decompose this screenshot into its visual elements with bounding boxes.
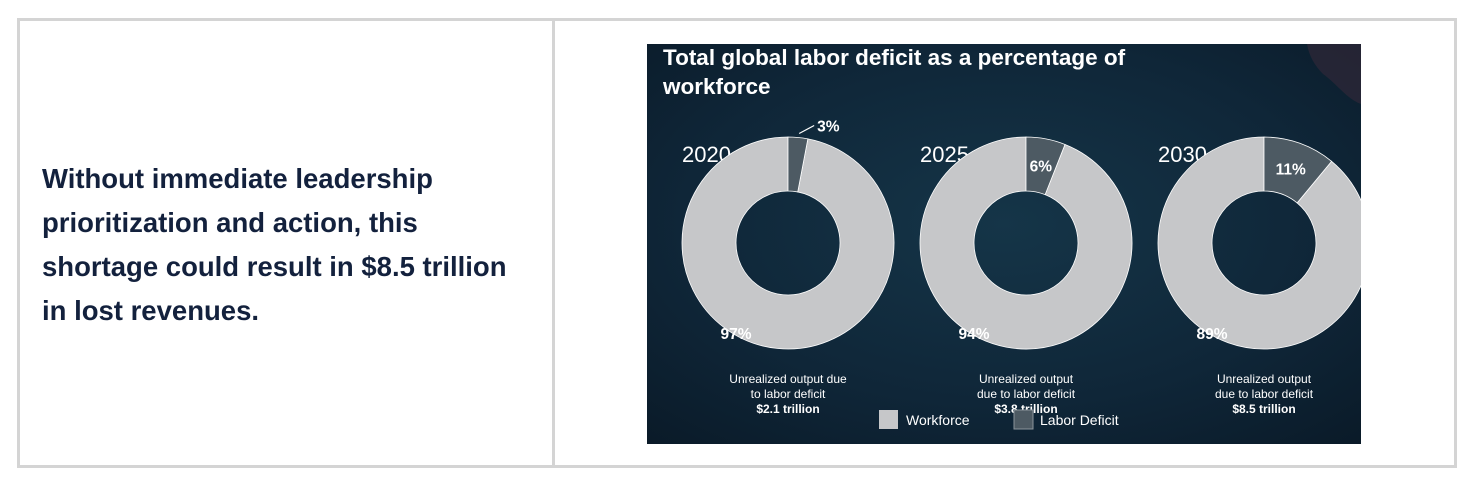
caption-line-2: to labor deficit [751,387,826,401]
donut-chart-svg: Total global labor deficit as a percenta… [647,44,1361,444]
labor-deficit-slice [1263,136,1333,204]
workforce-slice [681,136,895,350]
deficit-pct-label: 3% [817,118,840,135]
chart-title-line-1: Total global labor deficit as a percenta… [663,45,1126,70]
legend-label-labor-deficit: Labor Deficit [1040,412,1119,428]
caption-line-1: Unrealized output due [729,372,847,386]
legend-swatch-workforce [879,410,898,429]
workforce-slice [919,136,1133,350]
labor-deficit-slice [1025,136,1066,196]
labor-deficit-slice [787,136,809,193]
unrealized-output-amount: $3.8 trillion [994,402,1057,416]
deficit-pct-label: 6% [1030,158,1053,175]
workforce-pct-label: 94% [958,326,989,343]
content-frame: Without immediate leadership prioritizat… [17,18,1457,468]
caption-line-2: due to labor deficit [1215,387,1314,401]
deficit-leader-line [798,124,815,135]
caption-line-2: due to labor deficit [977,387,1076,401]
workforce-pct-label: 97% [720,326,751,343]
chart-title-line-2: workforce [662,74,771,99]
workforce-pct-label: 89% [1196,326,1227,343]
background-decoration [1307,44,1361,104]
chart-background [647,44,1361,444]
legend-swatch-labor-deficit [1013,409,1034,430]
donut-chart-panel: Total global labor deficit as a percenta… [647,44,1361,444]
caption-line-1: Unrealized output [1217,372,1312,386]
unrealized-output-amount: $8.5 trillion [1232,402,1295,416]
column-divider [552,21,555,465]
workforce-slice [1157,136,1361,350]
legend-label-workforce: Workforce [906,412,970,428]
deficit-pct-label: 11% [1276,162,1306,179]
caption-line-1: Unrealized output [979,372,1074,386]
summary-text: Without immediate leadership prioritizat… [42,163,507,326]
unrealized-output-amount: $2.1 trillion [756,402,819,416]
